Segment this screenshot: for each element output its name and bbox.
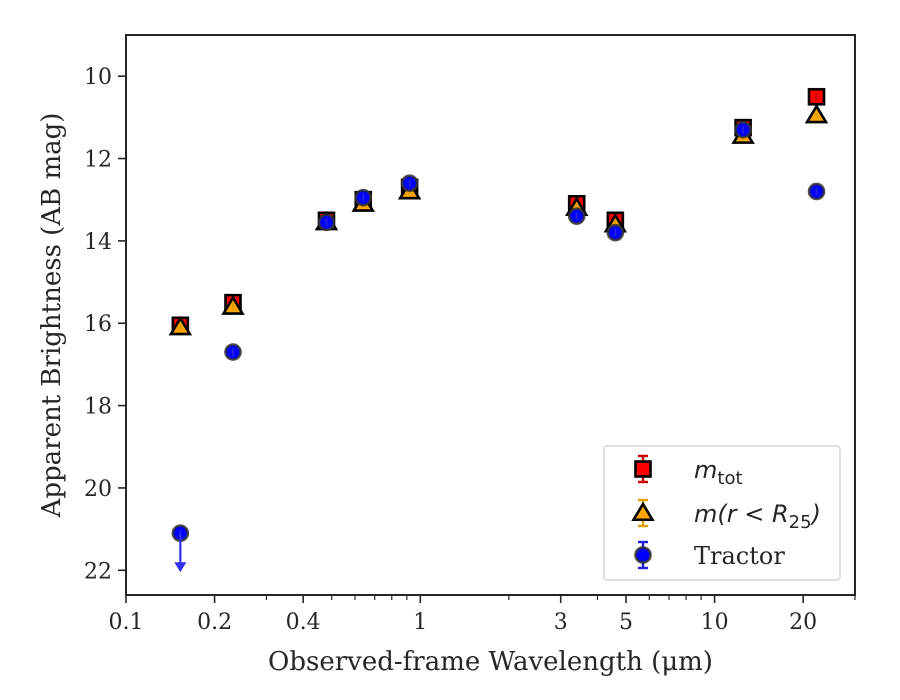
y-tick-label: 10 xyxy=(84,65,112,90)
x-tick-label: 1 xyxy=(413,610,427,635)
y-axis-title: Apparent Brightness (AB mag) xyxy=(37,113,67,519)
y-tick-label: 14 xyxy=(84,230,112,255)
data-point xyxy=(606,223,625,242)
circle-marker xyxy=(634,546,652,564)
data-point xyxy=(168,315,193,336)
data-point xyxy=(224,343,242,361)
data-point xyxy=(807,182,826,201)
data-point xyxy=(354,188,373,207)
upper-limit-arrow xyxy=(174,562,187,573)
y-axis: 10 12 14 16 18 20 22 xyxy=(84,65,126,584)
x-tick-label: 20 xyxy=(789,610,817,635)
y-tick-label: 20 xyxy=(84,477,112,502)
x-tick-label: 3 xyxy=(554,610,568,635)
x-tick-label: 0.2 xyxy=(197,610,232,635)
x-tick-label: 5 xyxy=(619,610,633,635)
y-tick-label: 16 xyxy=(84,312,112,337)
square-marker xyxy=(634,460,652,478)
data-point xyxy=(734,120,752,139)
triangle-marker xyxy=(631,501,655,522)
x-axis: 0.1 0.2 0.4 1 3 5 10 20 xyxy=(109,595,856,635)
data-point xyxy=(804,103,829,124)
plot-area: 0.1 0.2 0.4 1 3 5 10 20 10 12 14 16 18 20 22 xyxy=(84,34,856,635)
x-tick-label: 10 xyxy=(701,610,729,635)
data-point xyxy=(317,213,336,232)
data-point xyxy=(807,87,826,106)
y-tick-label: 22 xyxy=(84,559,112,584)
y-tick-label: 18 xyxy=(84,395,112,420)
data-point xyxy=(400,174,419,193)
x-axis-title: Observed-frame Wavelength (μm) xyxy=(268,647,713,677)
data-point xyxy=(567,207,586,225)
data-point xyxy=(221,295,245,315)
x-tick-label: 0.1 xyxy=(109,610,144,635)
legend-entry-circle: Tractor xyxy=(634,540,785,570)
series-circle xyxy=(171,120,826,573)
series-layer xyxy=(168,87,829,573)
y-tick-label: 12 xyxy=(84,148,112,173)
legend-label: Tractor xyxy=(694,542,785,570)
legend-box xyxy=(603,445,841,581)
x-tick-label: 0.4 xyxy=(286,610,321,635)
data-point xyxy=(171,524,190,573)
